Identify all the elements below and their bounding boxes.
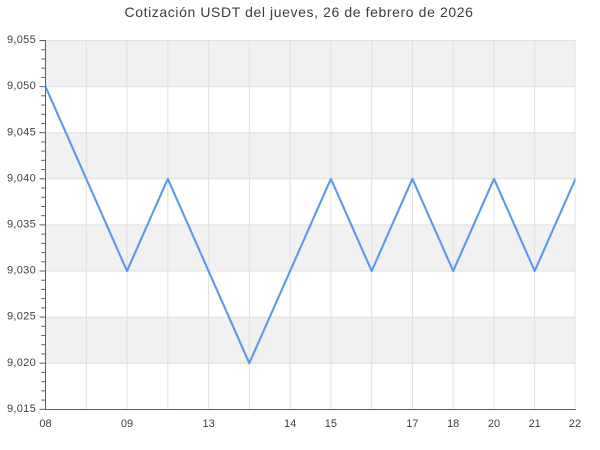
- svg-text:13: 13: [202, 418, 214, 430]
- svg-text:9,035: 9,035: [7, 219, 36, 231]
- svg-text:9,050: 9,050: [7, 80, 36, 92]
- svg-text:9,045: 9,045: [7, 126, 36, 138]
- svg-text:9,030: 9,030: [7, 265, 36, 277]
- svg-text:20: 20: [488, 418, 500, 430]
- svg-text:18: 18: [447, 418, 459, 430]
- svg-text:09: 09: [121, 418, 133, 430]
- svg-text:22: 22: [569, 418, 581, 430]
- svg-text:08: 08: [39, 418, 51, 430]
- svg-text:9,015: 9,015: [7, 403, 36, 415]
- svg-text:15: 15: [325, 418, 337, 430]
- svg-text:17: 17: [406, 418, 418, 430]
- svg-text:9,040: 9,040: [7, 172, 36, 184]
- svg-text:9,020: 9,020: [7, 357, 36, 369]
- svg-text:Cotización USDT del jueves, 26: Cotización USDT del jueves, 26 de febrer…: [124, 4, 473, 20]
- svg-text:14: 14: [284, 418, 296, 430]
- svg-text:9,055: 9,055: [7, 34, 36, 46]
- svg-text:21: 21: [529, 418, 541, 430]
- svg-text:9,025: 9,025: [7, 311, 36, 323]
